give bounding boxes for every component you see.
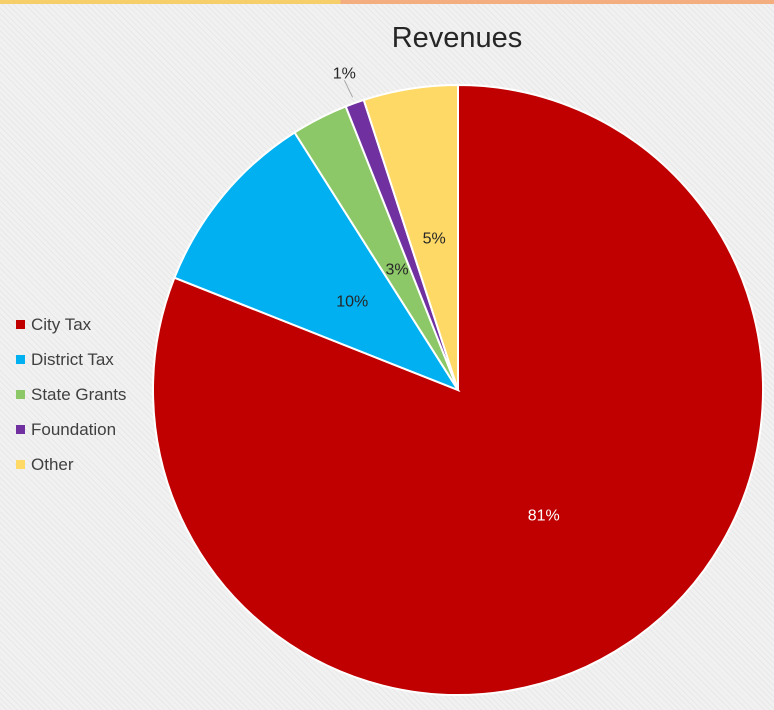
data-label-city-tax: 81% xyxy=(528,507,560,524)
leader-line-foundation xyxy=(343,80,354,98)
legend-item-other: Other xyxy=(16,447,126,482)
legend-item-state-grants: State Grants xyxy=(16,377,126,412)
legend-swatch-state-grants xyxy=(16,390,25,399)
top-accent-bar xyxy=(0,0,774,4)
legend-label-state-grants: State Grants xyxy=(31,384,127,404)
data-label-state-grants: 3% xyxy=(386,262,409,279)
chart-legend: City Tax District Tax State Grants Foundati… xyxy=(16,307,126,482)
pie-slice-district-tax xyxy=(173,131,461,393)
legend-item-foundation: Foundation xyxy=(16,412,126,447)
pie-slice-other xyxy=(362,83,459,391)
legend-swatch-foundation xyxy=(16,425,25,434)
legend-swatch-city-tax xyxy=(16,320,25,329)
legend-swatch-other xyxy=(16,460,25,469)
legend-label-district-tax: District Tax xyxy=(31,349,114,369)
legend-swatch-district-tax xyxy=(16,355,25,364)
legend-item-district-tax: District Tax xyxy=(16,342,126,377)
chart-title: Revenues xyxy=(391,22,523,54)
data-label-other: 5% xyxy=(423,231,446,248)
legend-label-other: Other xyxy=(31,454,74,474)
data-label-district-tax: 10% xyxy=(336,294,368,311)
legend-label-city-tax: City Tax xyxy=(31,314,92,334)
legend-label-foundation: Foundation xyxy=(31,419,117,439)
data-label-foundation: 1% xyxy=(333,66,356,83)
legend-item-city-tax: City Tax xyxy=(16,307,126,342)
